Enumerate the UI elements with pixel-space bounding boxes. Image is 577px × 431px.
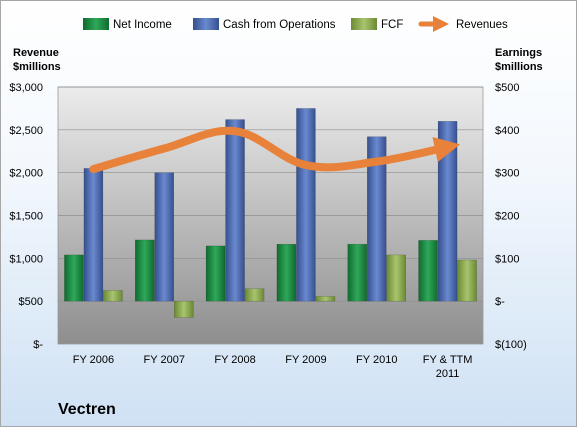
right-axis-title-line1: Earnings [495,47,542,59]
bar-fcf [103,290,123,302]
bar-fcf [386,254,406,302]
bar-fcf [244,288,265,302]
legend-swatch-cash-from-operations [193,18,219,30]
bar-cash-from-operations [83,168,104,302]
bar-cash-from-operations [367,136,387,302]
left-axis-title-line2: $millions [13,61,61,73]
bar-net-income [347,243,367,302]
gridlines [58,86,483,302]
left-tick-label: $2,000 [9,168,43,180]
bar-net-income [205,245,226,302]
right-tick-label: $- [495,296,505,308]
bar-net-income [418,240,438,302]
legend-swatch-fcf [351,18,377,30]
legend-label-revenues: Revenues [456,19,508,31]
right-axis-ticks: $(100) $- $100 $200 $300 $400 $500 [495,82,527,351]
left-tick-label: $- [33,339,43,351]
bar-cash-from-operations [296,108,316,302]
left-tick-label: $1,500 [9,211,43,223]
legend-label-net-income: Net Income [113,19,172,31]
right-tick-label: $100 [495,253,519,265]
bar-cash-from-operations [437,121,458,302]
right-tick-label: $500 [495,82,519,94]
legend-item-fcf: FCF [351,18,403,31]
bar-fcf [457,259,477,302]
bar-cash-from-operations [154,172,174,302]
bar-net-income [276,243,297,302]
left-tick-label: $2,500 [9,125,43,137]
legend-item-revenues: Revenues [418,15,508,33]
x-axis-ticks: FY 2006 FY 2007 FY 2008 FY 2009 FY 2010 FY & … [73,354,473,380]
revenue-line-group [89,126,461,174]
right-tick-label: $400 [495,125,519,137]
legend-label-cash-from-operations: Cash from Operations [223,19,336,31]
bar-net-income [64,254,84,302]
right-tick-label: $(100) [495,339,527,351]
x-tick-label: FY 2006 [73,354,114,366]
bars-group [64,108,477,318]
left-axis-title-line1: Revenue [13,47,59,59]
x-tick-label: FY 2009 [285,354,326,366]
x-tick-label: FY & TTM 2011 [423,354,473,380]
x-tick-label: FY 2010 [356,354,397,366]
left-tick-label: $3,000 [9,82,43,94]
x-tick-label: FY 2007 [144,354,185,366]
left-tick-label: $1,000 [9,253,43,265]
bar-fcf [174,300,194,318]
legend-label-fcf: FCF [381,19,403,31]
left-tick-label: $500 [19,296,43,308]
bar-net-income [135,239,155,302]
right-tick-label: $200 [495,211,519,223]
legend-swatch-net-income [83,18,109,30]
x-tick-label: FY 2008 [214,354,255,366]
revenue-line [89,126,461,174]
legend: Net Income Cash from Operations FCF Reve… [83,15,508,33]
right-axis-title-line2: $millions [495,61,543,73]
bar-cash-from-operations [225,119,245,302]
right-tick-label: $300 [495,168,519,180]
left-axis-ticks: $- $500 $1,000 $1,500 $2,000 $2,500 $3,000 [9,82,43,351]
bar-fcf [315,296,336,302]
chart-title: Vectren [58,401,116,418]
legend-item-cash-from-operations: Cash from Operations [193,18,336,31]
legend-item-net-income: Net Income [83,18,172,31]
